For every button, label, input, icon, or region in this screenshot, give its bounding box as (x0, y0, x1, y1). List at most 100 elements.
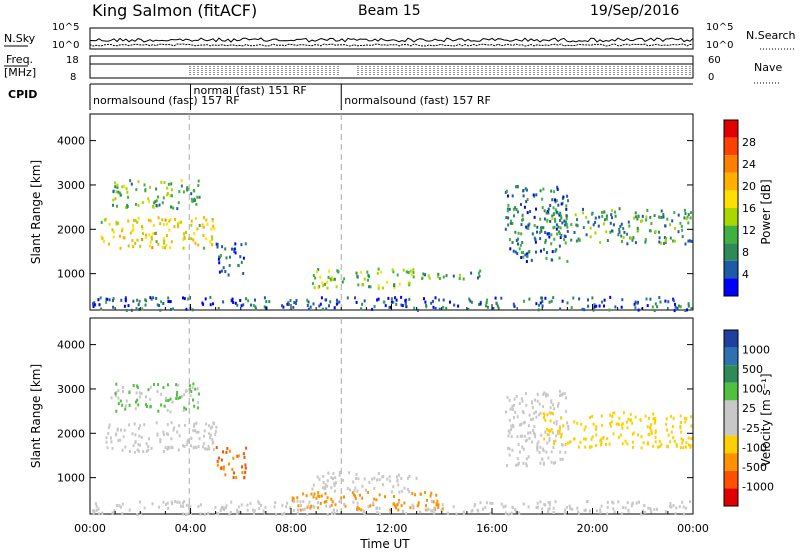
data-cell (111, 446, 114, 450)
data-cell (687, 436, 690, 440)
data-cell (105, 436, 108, 440)
data-cell (157, 195, 160, 199)
data-cell (183, 445, 186, 448)
date-label: 19/Sep/2016 (590, 3, 679, 19)
data-cell (504, 511, 507, 515)
data-cell (115, 220, 118, 224)
data-cell (183, 235, 186, 239)
data-cell (161, 201, 164, 205)
data-cell (665, 422, 668, 426)
data-cell (242, 452, 245, 456)
data-cell (629, 412, 632, 416)
data-cell (674, 512, 677, 516)
data-cell (156, 433, 159, 437)
data-cell (176, 222, 179, 226)
data-cell (558, 232, 561, 235)
data-cell (516, 463, 519, 467)
data-cell (402, 268, 405, 272)
data-cell (178, 424, 181, 428)
data-cell (125, 187, 128, 191)
data-cell (653, 309, 656, 313)
data-cell (512, 207, 515, 211)
data-cell (664, 299, 667, 303)
data-cell (516, 185, 519, 189)
data-cell (662, 213, 665, 216)
data-cell (390, 490, 393, 494)
data-cell (563, 511, 566, 515)
freq-label-line2: [MHz] (4, 66, 36, 79)
data-cell (429, 494, 432, 498)
data-cell (614, 210, 617, 214)
data-cell (384, 495, 386, 499)
data-cell (190, 223, 193, 227)
data-cell (310, 504, 313, 508)
data-cell (150, 235, 153, 239)
data-cell (157, 383, 160, 387)
data-cell (675, 442, 678, 446)
data-cell (187, 187, 190, 191)
data-cell (211, 237, 214, 241)
data-cell (553, 212, 556, 215)
data-cell (510, 428, 513, 431)
data-cell (167, 383, 169, 387)
data-cell (636, 226, 639, 230)
data-cell (524, 187, 527, 191)
data-cell (558, 213, 561, 217)
data-cell (516, 252, 519, 256)
data-cell (628, 224, 631, 228)
data-cell (667, 445, 669, 449)
data-cell (173, 426, 176, 430)
data-cell (305, 494, 308, 498)
data-cell (295, 299, 298, 302)
data-cell (477, 509, 480, 513)
data-cell (111, 511, 114, 515)
data-cell (165, 243, 168, 247)
data-cell (516, 457, 519, 460)
data-cell (111, 299, 114, 303)
data-cell (313, 492, 316, 496)
data-cell (441, 503, 444, 507)
data-cell (208, 432, 211, 436)
data-cell (462, 510, 465, 514)
data-cell (115, 432, 118, 436)
data-cell (219, 509, 222, 513)
data-cell (138, 427, 140, 430)
data-cell (158, 505, 161, 509)
data-cell (567, 427, 570, 431)
data-cell (557, 430, 560, 434)
freq-row: Freq. [MHz] 18 8 60 0 Nave (4, 53, 782, 84)
data-cell (209, 303, 212, 307)
data-cell (281, 304, 283, 308)
data-cell (631, 238, 634, 242)
data-cell (428, 276, 431, 280)
data-cell (329, 277, 332, 281)
data-cell (134, 241, 137, 245)
data-cell (602, 436, 605, 439)
data-cell (648, 416, 651, 420)
data-cell (543, 217, 546, 221)
data-cell (283, 512, 286, 516)
data-cell (496, 304, 499, 308)
data-cell (533, 425, 536, 429)
data-cell (372, 501, 375, 505)
data-cell (552, 446, 555, 449)
data-cell (139, 443, 141, 447)
data-cell (544, 296, 547, 300)
data-cell (381, 483, 384, 487)
data-cell (405, 305, 408, 309)
data-cell (124, 297, 127, 301)
data-cell (534, 398, 536, 402)
data-cell (543, 413, 546, 416)
data-cell (515, 510, 518, 513)
data-cell (212, 302, 214, 306)
data-cell (665, 417, 668, 421)
data-cell (552, 206, 555, 210)
data-cell (171, 194, 173, 198)
data-cell (168, 300, 170, 303)
data-cell (346, 296, 349, 300)
data-cell (411, 491, 414, 495)
data-cell (130, 182, 133, 186)
data-cell (255, 307, 257, 311)
data-cell (550, 411, 553, 415)
